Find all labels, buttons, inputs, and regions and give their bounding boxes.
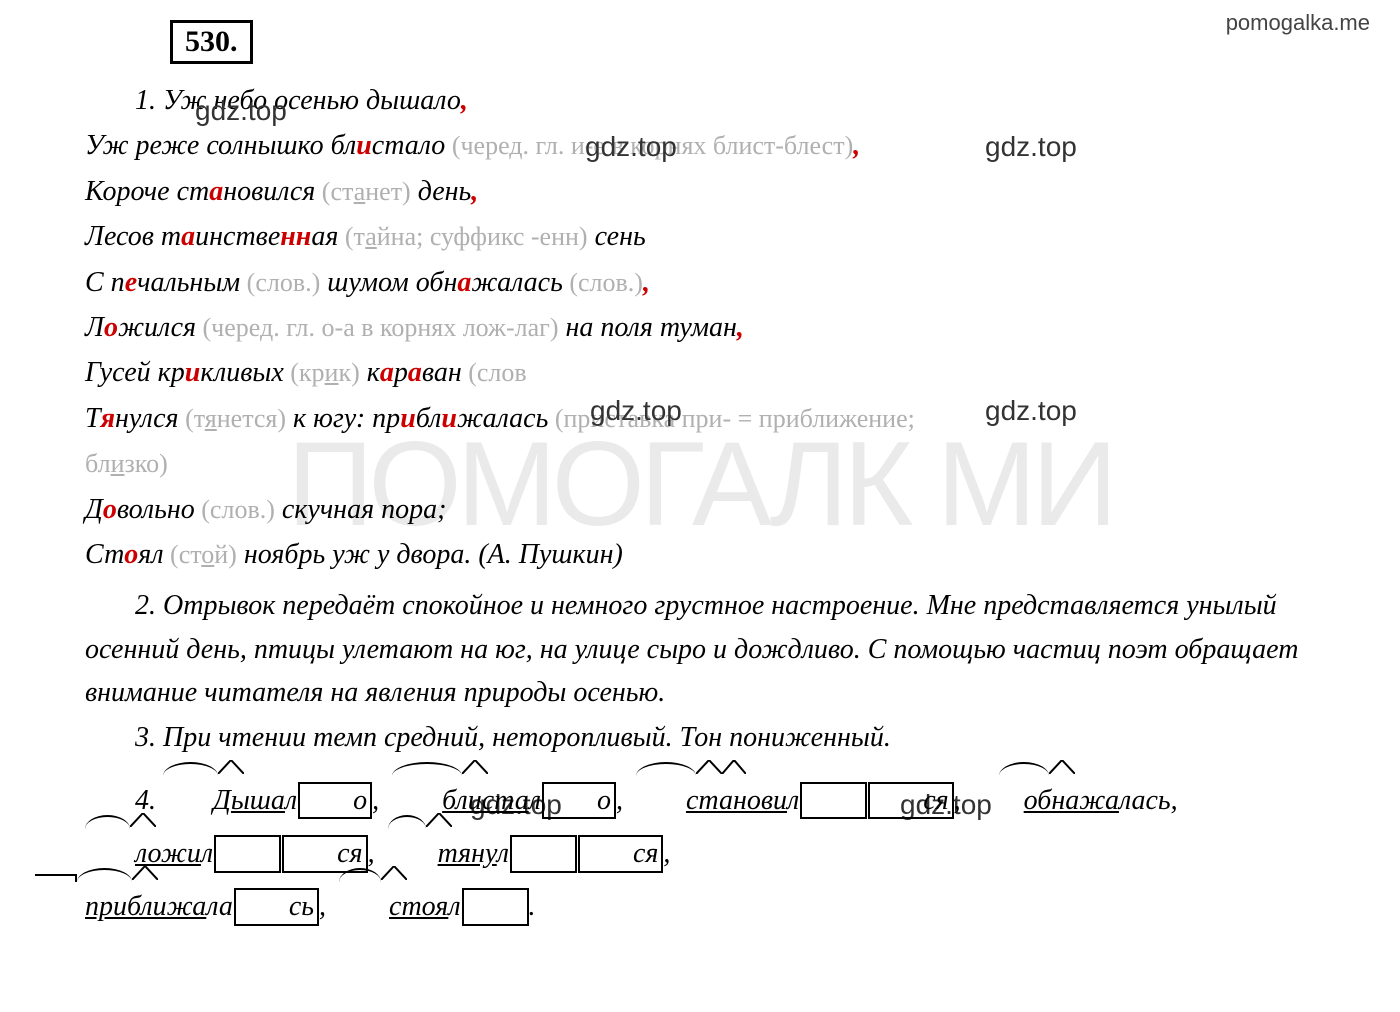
paragraph-4: 4. Дышало, блистало, становил ся, обнажа… bbox=[85, 774, 1315, 934]
poem-line-6: Ложился (черед. гл. о-а в корнях лож-лаг… bbox=[85, 306, 1315, 349]
poem-line-2: Уж реже солнышко блистало (черед. гл. и-… bbox=[85, 124, 1315, 167]
poem-line-4: Лесов таинственная (тайна; суффикс -енн)… bbox=[85, 215, 1315, 258]
exercise-number: 530. bbox=[170, 20, 253, 64]
gdz-label-2: gdz.top bbox=[585, 131, 677, 163]
poem-line-5: С печальным (слов.) шумом обнажалась (сл… bbox=[85, 261, 1315, 304]
paragraph-2: 2. Отрывок передаёт спокойное и немного … bbox=[85, 584, 1315, 714]
paragraph-3: 3. При чтении темп средний, неторопливый… bbox=[85, 716, 1315, 759]
gdz-label-3: gdz.top bbox=[985, 131, 1077, 163]
morph-word-7: приближалась, bbox=[35, 880, 326, 933]
content: 1. Уж небо осенью дышало, Уж реже солныш… bbox=[85, 79, 1315, 933]
morph-word-6: тянул ся, bbox=[388, 827, 671, 880]
morph-word-1: Дышало, bbox=[163, 774, 379, 827]
morph-word-8: стоял . bbox=[339, 880, 536, 933]
poem-line-7: Гусей крикливых (крик) караван (слов bbox=[85, 351, 1315, 394]
morph-word-5: ложил ся, bbox=[85, 827, 375, 880]
gdz-label-1: gdz.top bbox=[195, 95, 287, 127]
gdz-label-5: gdz.top bbox=[985, 395, 1077, 427]
poem-line-9: Довольно (слов.) скучная пора; bbox=[85, 488, 1315, 531]
poem-line-10: Стоял (стой) ноябрь уж у двора. (А. Пушк… bbox=[85, 533, 1315, 576]
poem-line-3: Короче становился (станет) день, bbox=[85, 170, 1315, 213]
morph-word-3: становил ся, bbox=[636, 774, 961, 827]
morph-word-4: обнажалась, bbox=[974, 774, 1178, 827]
poem-line-8b: близко) bbox=[85, 442, 1315, 485]
poem-line-8: Тянулся (тянется) к югу: приближалась (п… bbox=[85, 397, 1315, 440]
gdz-label-4: gdz.top bbox=[590, 395, 682, 427]
watermark-top: pomogalka.me bbox=[1226, 10, 1370, 36]
